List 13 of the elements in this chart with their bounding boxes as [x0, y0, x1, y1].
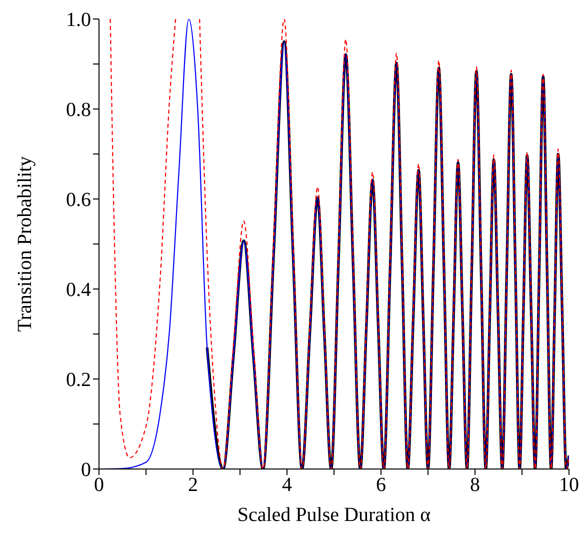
y-tick-label: 1.0 — [66, 9, 91, 32]
y-tick-label: 0.8 — [66, 99, 91, 122]
x-tick-label: 2 — [188, 474, 198, 496]
x-tick-label: 10 — [559, 474, 579, 496]
x-tick-label: 4 — [282, 474, 292, 496]
x-axis-title: Scaled Pulse Duration α — [237, 504, 432, 526]
x-tick-label: 6 — [376, 474, 386, 496]
y-axis-title: Transition Probability — [14, 156, 36, 332]
y-tick-label: 0.4 — [66, 279, 91, 302]
x-tick-label: 8 — [470, 474, 480, 496]
y-tick-label: 0.2 — [66, 369, 91, 392]
y-tick-label: 0 — [81, 459, 91, 482]
y-tick-label: 0.6 — [66, 189, 91, 212]
